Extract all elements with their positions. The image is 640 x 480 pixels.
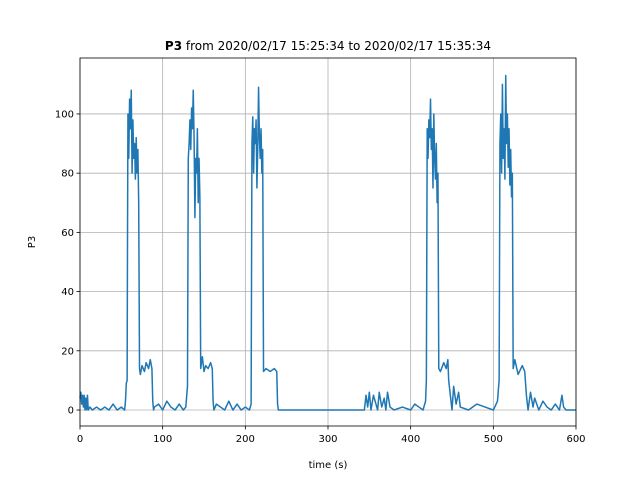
y-tick-label: 60 bbox=[61, 228, 74, 239]
x-tick-label: 600 bbox=[566, 434, 585, 445]
y-tick-label: 20 bbox=[61, 346, 74, 357]
data-line bbox=[79, 74, 576, 411]
title-rest: from 2020/02/17 15:25:34 to 2020/02/17 1… bbox=[186, 39, 491, 53]
x-tick-label: 400 bbox=[401, 434, 420, 445]
title-bold: P3 bbox=[165, 39, 182, 53]
chart-title: P3 from 2020/02/17 15:25:34 to 2020/02/1… bbox=[165, 39, 491, 53]
x-tick-label: 500 bbox=[484, 434, 503, 445]
y-axis-label: P3 bbox=[27, 236, 38, 248]
x-tick-label: 200 bbox=[236, 434, 255, 445]
x-tick-label: 0 bbox=[77, 434, 83, 445]
y-tick-label: 80 bbox=[61, 169, 74, 180]
y-tick-label: 100 bbox=[55, 109, 74, 120]
x-axis-label: time (s) bbox=[309, 460, 348, 471]
y-tick-label: 0 bbox=[68, 406, 74, 417]
axes-frame bbox=[79, 57, 577, 427]
x-tick-label: 300 bbox=[318, 434, 337, 445]
y-tick-label: 40 bbox=[61, 287, 74, 298]
x-tick-label: 100 bbox=[153, 434, 172, 445]
